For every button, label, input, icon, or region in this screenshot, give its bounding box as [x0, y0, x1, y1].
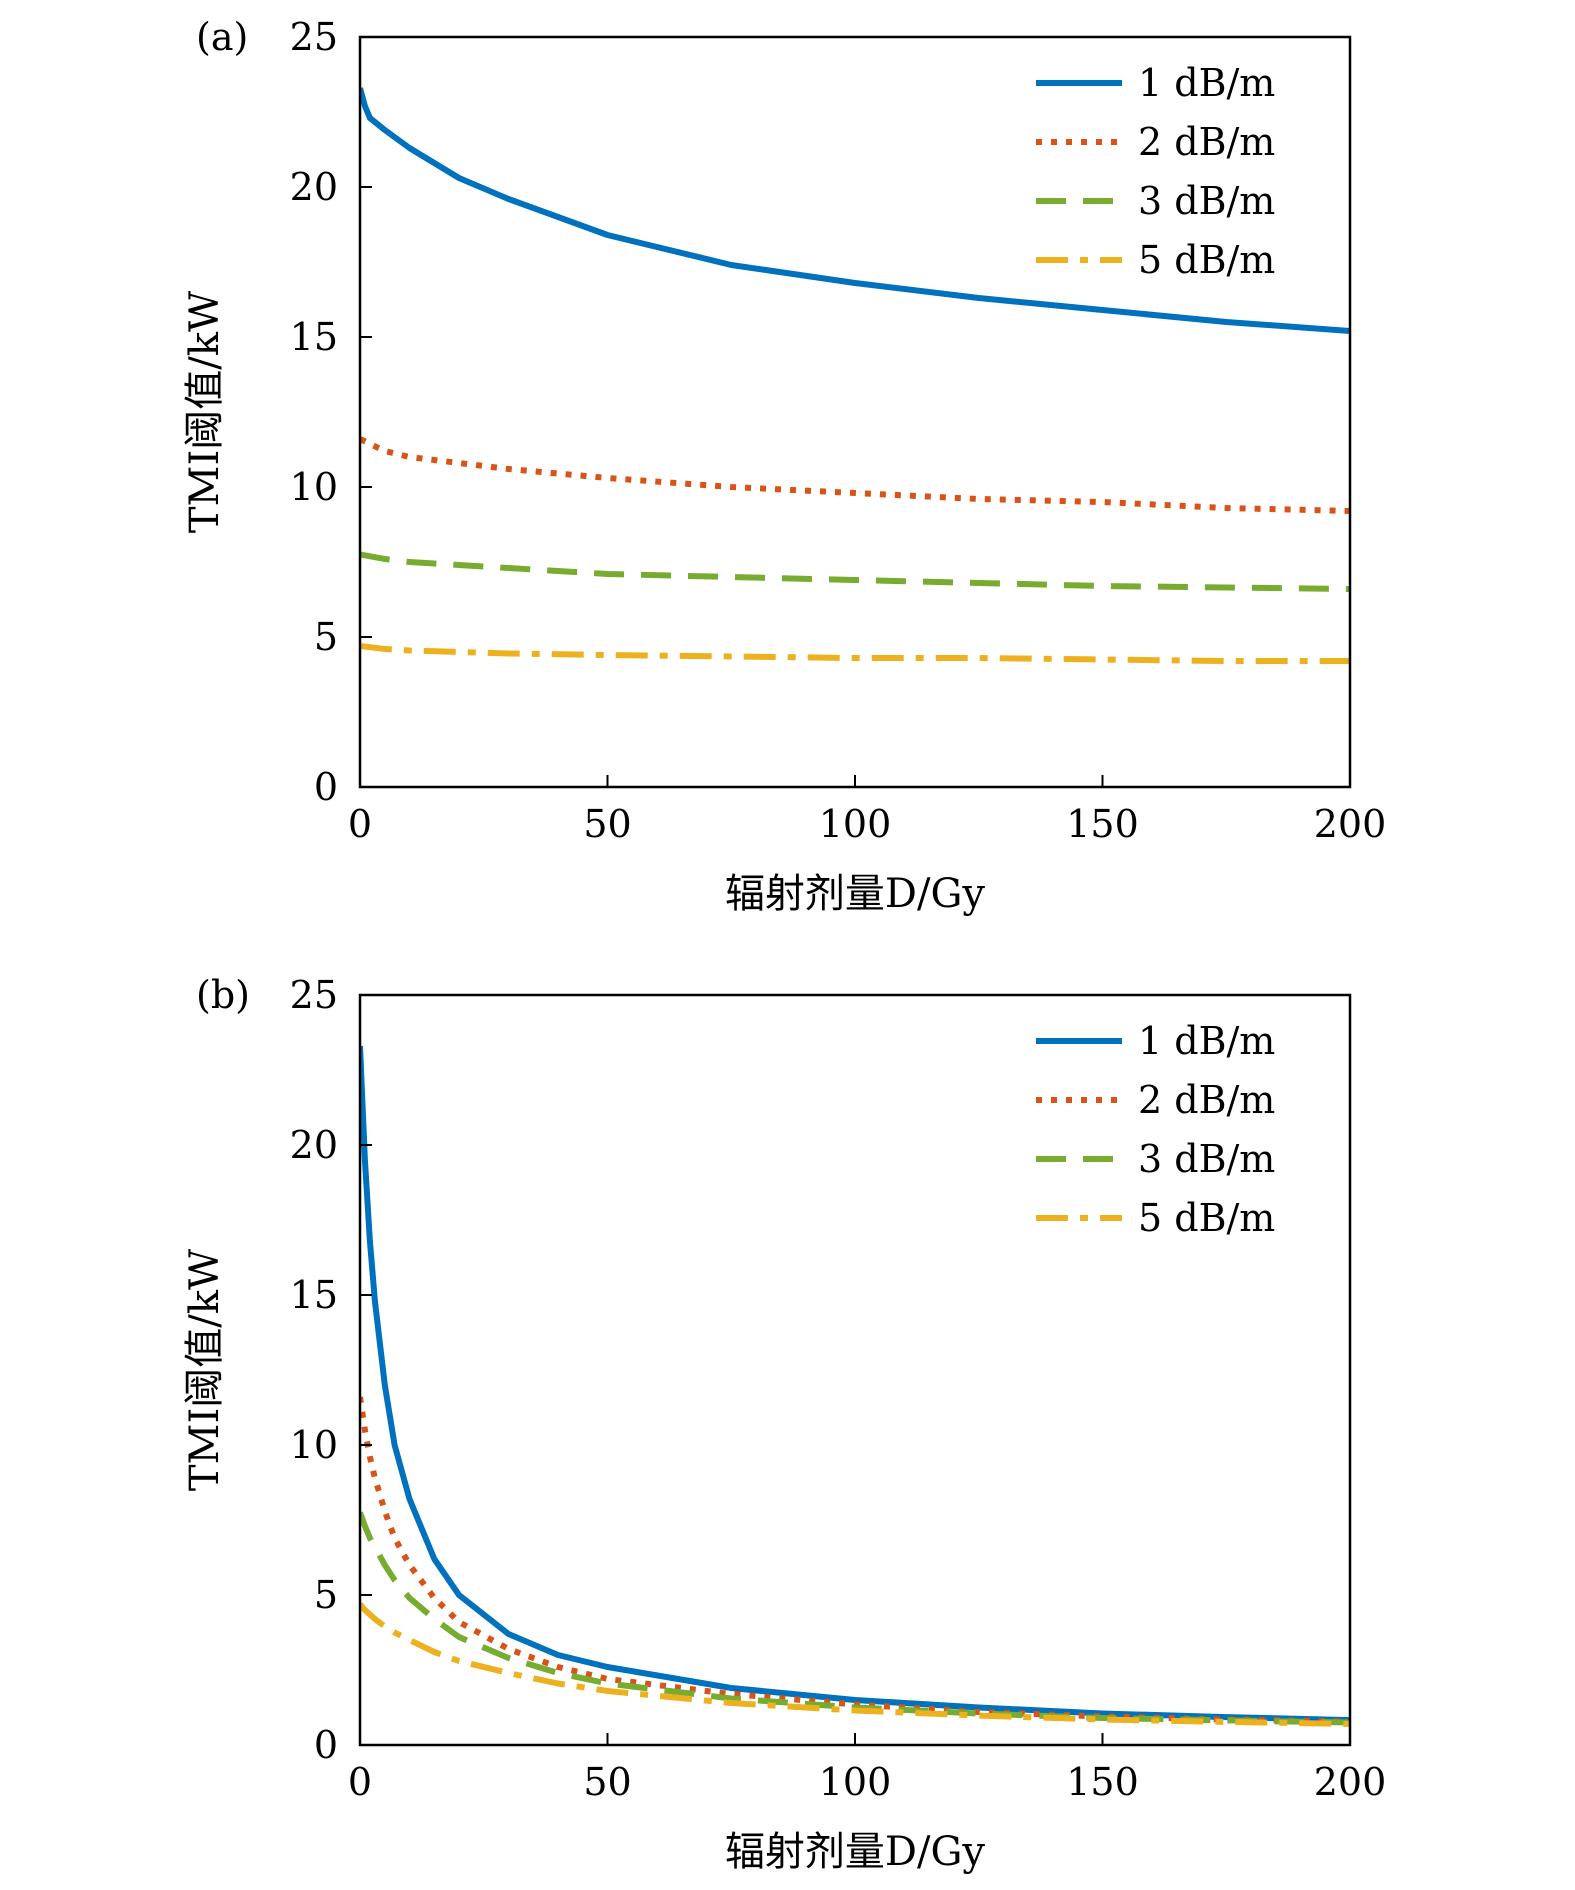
- x-axis-label: 辐射剂量D/Gy: [725, 1829, 985, 1875]
- y-tick-label: 5: [314, 1573, 338, 1617]
- legend-label-4: 5 dB/m: [1138, 238, 1275, 282]
- x-tick-label: 100: [819, 802, 892, 846]
- x-tick-label: 200: [1314, 1760, 1387, 1804]
- y-axis-label: TMI阈值/kW: [182, 291, 228, 533]
- x-tick-label: 200: [1314, 802, 1387, 846]
- y-tick-label: 0: [314, 765, 338, 809]
- y-tick-label: 5: [314, 615, 338, 659]
- chart-panel-2: 0 50 100 150 200 0 5 10 15 20 25 辐射剂量D/Gy TMI阈值/kW (b…: [182, 973, 1386, 1875]
- legend-label-2: 2 dB/m: [1138, 120, 1275, 164]
- series-line-3: [360, 1511, 1350, 1726]
- x-axis-label: 辐射剂量D/Gy: [725, 871, 985, 917]
- x-tick-label: 150: [1066, 1760, 1139, 1804]
- series-line-1: [360, 87, 1350, 334]
- x-tick-label: 100: [819, 1760, 892, 1804]
- series-line-3: [360, 551, 1350, 592]
- y-tick-label: 20: [290, 1123, 338, 1167]
- series-line-2: [360, 1396, 1350, 1725]
- series-line-4: [360, 1602, 1350, 1727]
- legend-label-1: 1 dB/m: [1138, 1019, 1275, 1063]
- x-tick-label: 150: [1066, 802, 1139, 846]
- y-tick-label: 25: [290, 973, 338, 1017]
- legend: 1 dB/m 2 dB/m 3 dB/m 5 dB/m: [1036, 1019, 1275, 1240]
- x-tick-label: 0: [348, 1760, 372, 1804]
- y-tick-label: 25: [290, 15, 338, 59]
- series-line-2: [360, 436, 1350, 514]
- y-tick-label: 10: [290, 465, 338, 509]
- series-line-4: [360, 643, 1350, 664]
- legend-label-4: 5 dB/m: [1138, 1196, 1275, 1240]
- x-tick-label: 50: [583, 1760, 631, 1804]
- x-tick-label: 0: [348, 802, 372, 846]
- chart-panel-1: 0 50 100 150 200 0 5 10 15 20 25 辐射剂量D/Gy TMI阈值/kW (a…: [182, 15, 1386, 917]
- legend-label-1: 1 dB/m: [1138, 61, 1275, 105]
- legend-label-3: 3 dB/m: [1138, 1137, 1275, 1181]
- panel-label: (a): [196, 15, 248, 59]
- legend-label-3: 3 dB/m: [1138, 179, 1275, 223]
- y-tick-label: 15: [290, 315, 338, 359]
- y-axis-label: TMI阈值/kW: [182, 1249, 228, 1491]
- series-line-1: [360, 1045, 1350, 1724]
- y-tick-label: 10: [290, 1423, 338, 1467]
- legend-label-2: 2 dB/m: [1138, 1078, 1275, 1122]
- x-tick-label: 50: [583, 802, 631, 846]
- legend: 1 dB/m 2 dB/m 3 dB/m 5 dB/m: [1036, 61, 1275, 282]
- y-tick-label: 20: [290, 165, 338, 209]
- y-tick-label: 15: [290, 1273, 338, 1317]
- y-tick-label: 0: [314, 1723, 338, 1767]
- panel-label: (b): [196, 973, 250, 1017]
